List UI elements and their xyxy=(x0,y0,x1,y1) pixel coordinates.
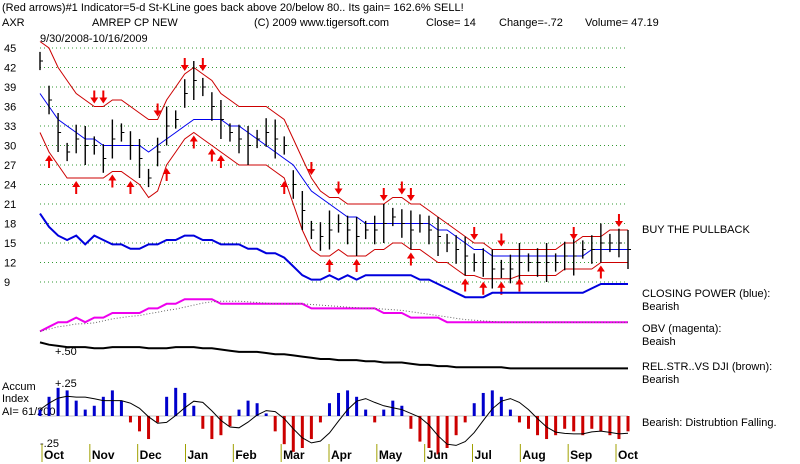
y-tick-label: 27 xyxy=(4,160,16,172)
buy-arrow-head xyxy=(45,155,54,161)
y-tick-label: 39 xyxy=(4,82,16,94)
sell-arrow-head xyxy=(406,195,415,201)
x-tick-label: Jun xyxy=(427,448,448,462)
accum-title-1: Accum xyxy=(2,381,36,393)
sell-arrow-head xyxy=(569,234,578,240)
y-tick-label: 15 xyxy=(4,238,16,250)
obv-label: OBV (magenta): xyxy=(642,323,722,335)
buy-arrow-head xyxy=(216,155,225,161)
rel-strength-line xyxy=(39,341,628,370)
close-value: Close= 14 xyxy=(426,17,476,29)
relstr-level: +.50 xyxy=(55,346,77,358)
accum-state: Bearish: Distrubtion Falling. xyxy=(642,417,777,429)
x-tick-label: Oct xyxy=(618,448,638,462)
buy-pullback-note: BUY THE PULLBACK xyxy=(642,224,750,236)
relstr-state: Bearish xyxy=(642,374,680,386)
buy-arrow-head xyxy=(461,278,470,285)
date-range: 9/30/2008-10/16/2009 xyxy=(40,33,148,45)
accum-bottom-level: -.25 xyxy=(40,438,59,450)
sell-arrow-head xyxy=(379,195,388,201)
upper-band-line xyxy=(39,41,628,250)
sell-arrow-head xyxy=(307,169,316,175)
closing-power-label: CLOSING POWER (blue): xyxy=(642,288,771,300)
buy-arrow-head xyxy=(72,181,81,187)
lower-band-line xyxy=(39,131,628,280)
x-tick-label: May xyxy=(379,448,403,462)
obv-line xyxy=(39,298,628,333)
accum-top-level: +.25 xyxy=(55,378,77,390)
x-tick-label: Dec xyxy=(140,448,162,462)
sell-arrow-head xyxy=(198,65,207,71)
volume-value: Volume= 47.19 xyxy=(585,17,659,29)
moving-average-line xyxy=(39,93,628,257)
buy-arrow-head xyxy=(126,181,135,187)
y-tick-label: 30 xyxy=(4,141,16,153)
sell-arrow-head xyxy=(614,221,623,227)
change-value: Change=-.72 xyxy=(499,17,563,29)
sell-arrow-head xyxy=(470,234,479,240)
closing-power-state: Bearish xyxy=(642,301,680,313)
accum-title-2: Index xyxy=(2,393,29,405)
x-tick-label: Oct xyxy=(44,448,64,462)
sell-arrow-head xyxy=(180,65,189,71)
buy-arrow-head xyxy=(515,278,524,285)
sell-arrow-head xyxy=(153,110,162,117)
ticker-symbol: AXR xyxy=(2,17,25,29)
x-tick-label: Apr xyxy=(331,448,352,462)
buy-arrow-head xyxy=(406,252,415,259)
buy-arrow-head xyxy=(189,135,198,142)
y-tick-label: 9 xyxy=(4,277,10,289)
buy-arrow-head xyxy=(162,168,171,174)
obv-state: Beaish xyxy=(642,336,676,348)
buy-arrow-head xyxy=(596,265,605,272)
buy-arrow-head xyxy=(207,148,216,155)
company-name: AMREP CP NEW xyxy=(92,17,178,29)
x-tick-label: Feb xyxy=(235,448,256,462)
obv-ma-line xyxy=(39,300,628,332)
closing-power-line xyxy=(39,213,628,299)
buy-arrow-head xyxy=(497,281,506,288)
sell-arrow-head xyxy=(334,188,343,195)
accum-ai: AI= 61/200 xyxy=(2,406,56,418)
chart-header-signal: (Red arrows)#1 Indicator=5-d St-KLine go… xyxy=(2,2,464,14)
copyright: (C) 2009 www.tigersoft.com xyxy=(254,17,390,29)
y-tick-label: 42 xyxy=(4,63,16,75)
buy-arrow-head xyxy=(352,259,361,265)
y-tick-label: 18 xyxy=(4,219,16,231)
x-tick-label: Nov xyxy=(92,448,115,462)
y-tick-label: 12 xyxy=(4,258,16,270)
sell-arrow-head xyxy=(99,97,108,104)
y-tick-label: 33 xyxy=(4,121,16,133)
buy-arrow-head xyxy=(479,281,488,288)
buy-arrow-head xyxy=(108,174,117,181)
sell-arrow-head xyxy=(397,188,406,195)
sell-arrow-head xyxy=(90,97,99,104)
accum-ma-line xyxy=(39,395,629,446)
x-tick-label: Mar xyxy=(283,448,305,462)
y-tick-label: 36 xyxy=(4,102,16,114)
sell-arrow-head xyxy=(497,240,506,247)
y-tick-label: 21 xyxy=(4,199,16,211)
x-tick-label: Sep xyxy=(570,448,592,462)
y-tick-label: 45 xyxy=(4,43,16,55)
buy-arrow-head xyxy=(280,181,289,187)
x-tick-label: Aug xyxy=(522,448,545,462)
x-tick-label: Jan xyxy=(188,448,209,462)
y-tick-label: 24 xyxy=(4,180,16,192)
buy-arrow-head xyxy=(325,259,334,265)
relstr-label: REL.STR..VS DJI (brown): xyxy=(642,361,773,373)
x-tick-label: Jul xyxy=(475,448,492,462)
